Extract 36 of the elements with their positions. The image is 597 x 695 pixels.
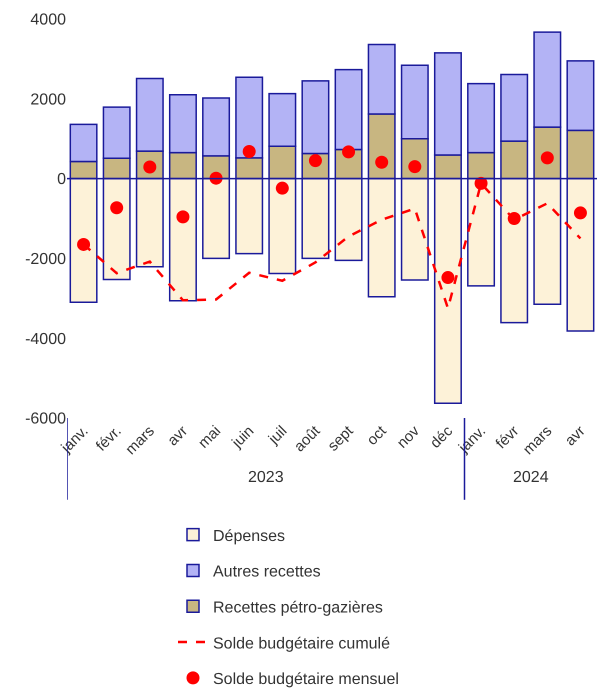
point <box>176 210 190 224</box>
legend-label: Solde budgétaire cumulé <box>213 635 390 652</box>
text: 2023 <box>248 469 284 486</box>
point <box>408 160 422 174</box>
point <box>574 206 587 220</box>
x-tick-label: nov <box>394 422 424 452</box>
point <box>441 271 454 284</box>
x-tick-label: févr. <box>92 422 125 455</box>
x-tick-label: sept <box>324 422 358 455</box>
y-tick-label: 4000 <box>30 12 66 29</box>
x-tick-label: déc <box>426 422 456 452</box>
x-tick-label: avr <box>562 422 589 450</box>
point <box>242 144 256 158</box>
point <box>276 182 289 195</box>
text: 2024 <box>513 469 549 486</box>
point <box>77 238 90 251</box>
legend-label: Recettes pétro-gazières <box>213 599 383 616</box>
legend-label: Solde budgétaire mensuel <box>213 671 399 688</box>
x-tick-label: mai <box>195 422 224 452</box>
y-tick-label: -6000 <box>25 410 66 428</box>
point <box>508 212 521 225</box>
y-tick-label: -2000 <box>25 251 66 268</box>
point <box>110 201 124 214</box>
x-tick-label: oct <box>364 422 390 449</box>
legend-label: Autres recettes <box>213 564 321 581</box>
x-tick-label: août <box>290 422 324 456</box>
y-tick-label: 2000 <box>30 91 66 108</box>
x-tick-label: févr <box>492 422 522 452</box>
point <box>342 145 356 158</box>
x-tick-label: juil <box>264 422 290 448</box>
x-tick-label: juin <box>228 422 258 452</box>
legend-label: Dépenses <box>213 528 286 545</box>
x-tick-label: avr <box>164 422 192 450</box>
y-tick-label: -4000 <box>25 330 66 348</box>
y-tick-label: 0 <box>57 171 66 188</box>
point <box>375 156 388 169</box>
